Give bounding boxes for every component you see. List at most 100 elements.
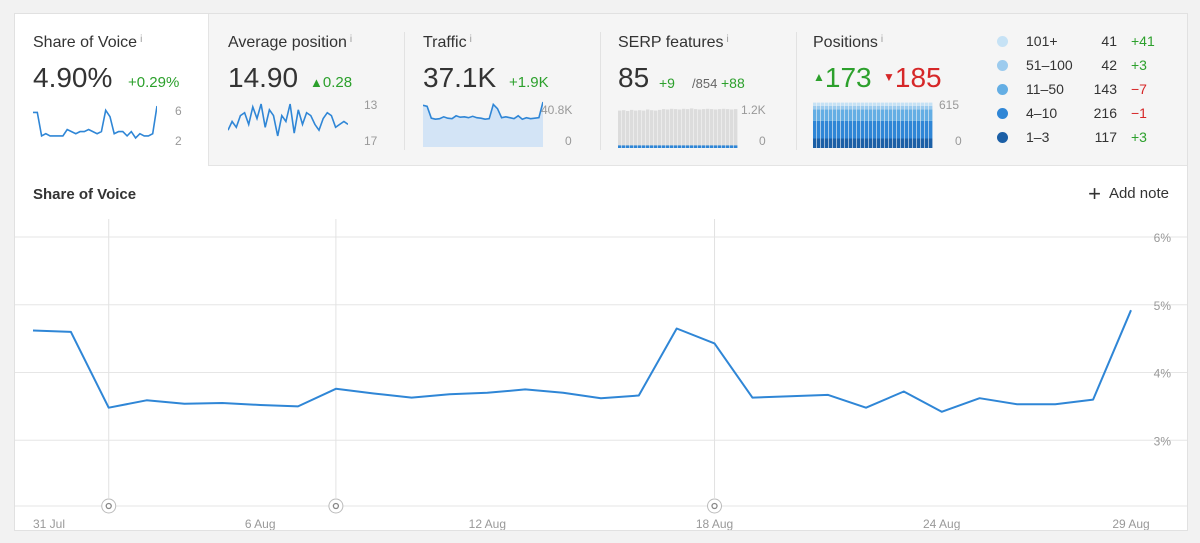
positions-bar-segment [893,138,897,148]
positions-bar-segment [825,109,829,121]
positions-bar-segment [881,109,885,121]
metric-card-share-of-voice[interactable]: Share of Voice i 4.90% +0.29% 6 2 [15,14,208,164]
positions-bar-segment [817,120,821,139]
legend-item[interactable]: 1–3 117 +3 [997,128,1177,152]
add-note-button[interactable]: + Add note [1088,180,1169,206]
positions-bar-segment [833,109,837,121]
x-tick-label: 29 Aug [1112,517,1149,530]
info-icon[interactable]: i [726,34,729,45]
positions-bar-segment [865,109,869,121]
positions-bar-segment [821,138,825,148]
positions-bar-segment [913,120,917,139]
serp-bar [710,109,714,148]
legend-item[interactable]: 51–100 42 +3 [997,56,1177,80]
info-icon[interactable]: i [140,34,143,45]
positions-bar-segment [873,138,877,148]
positions-bar-segment [841,105,845,110]
positions-bar-segment [821,102,825,106]
positions-bar-segment [853,138,857,148]
legend-dot-icon [997,36,1008,47]
serp-owned-bar [702,145,706,148]
annotation-gear-icon[interactable] [101,498,117,514]
x-tick-label: 6 Aug [245,517,276,530]
positions-bar-segment [829,138,833,148]
add-note-label: Add note [1108,185,1169,202]
positions-bar-segment [853,102,857,106]
legend-item[interactable]: 101+ 41 +41 [997,32,1177,56]
y-tick-label: 3% [1154,434,1172,448]
serp-bar [722,108,726,148]
serp-bar [702,109,706,148]
serp-bar [650,110,654,148]
metric-card-positions[interactable]: Positions i ▲173 ▼185 615 0 [797,14,987,164]
legend-item[interactable]: 4–10 216 −1 [997,104,1177,128]
serp-owned-bar [694,145,698,148]
sparkline-line [228,103,348,137]
legend-item[interactable]: 11–50 143 −7 [997,80,1177,104]
positions-bar-segment [869,102,873,106]
positions-bar-segment [917,120,921,139]
serp-owned-bar [682,145,686,148]
bars-max-tick: 615 [939,98,960,112]
positions-bar-segment [881,102,885,106]
metric-title: Average position i [228,34,353,51]
positions-bar-segment [861,109,865,121]
positions-bar-segment [905,109,909,121]
serp-owned-bar [654,145,658,148]
positions-bar-segment [825,120,829,139]
positions-bar-segment [925,120,929,139]
info-icon[interactable]: i [469,34,472,45]
positions-bar-segment [841,109,845,121]
positions-bar-segment [869,138,873,148]
serp-owned-bar [706,145,710,148]
serp-bar [726,109,730,148]
metric-card-serp-features[interactable]: SERP features i 85 +9 /854 +88 1.2K 0 [601,14,796,164]
positions-bar-segment [845,102,849,106]
positions-bar-segment [865,102,869,106]
positions-bar-segment [861,138,865,148]
positions-bar-segment [873,120,877,139]
legend-delta: +41 [1131,33,1155,49]
positions-bar-segment [897,120,901,139]
annotation-gear-icon[interactable] [707,498,723,514]
serp-bar [654,110,658,148]
metric-card-traffic[interactable]: Traffic i 37.1K +1.9K 40.8K 0 [405,14,600,164]
sparkline-max-tick: 40.8K [541,103,573,117]
positions-bar-segment [925,138,929,148]
positions-bar-segment [837,102,841,106]
positions-bar-segment [865,138,869,148]
x-tick-label: 18 Aug [696,517,733,530]
positions-bar-segment [877,105,881,110]
serp-bar [682,108,686,148]
positions-bar-segment [817,102,821,106]
info-icon[interactable]: i [349,34,353,45]
up-arrow-icon: ▲ [310,75,323,90]
positions-up: ▲173 [813,62,872,93]
metric-card-average-position[interactable]: Average position i 14.90 ▲0.28 13 17 [209,14,404,164]
legend-delta: +3 [1131,57,1147,73]
positions-bar-segment [893,120,897,139]
positions-bar-segment [861,120,865,139]
info-icon[interactable]: i [880,34,884,45]
positions-bar-segment [837,105,841,110]
plus-icon: + [1088,180,1101,206]
annotation-gear-icon[interactable] [328,498,344,514]
serp-owned-bar [638,145,642,148]
positions-bar-segment [817,138,821,148]
positions-bar-segment [873,109,877,121]
positions-bar-segment [893,105,897,110]
positions-bar-segment [885,120,889,139]
serp-owned-bar [650,145,654,148]
y-tick-label: 5% [1154,299,1172,313]
positions-bar-segment [889,109,893,121]
metric-total-delta: +88 [721,75,745,91]
positions-bar-segment [845,120,849,139]
positions-bar-segment [889,105,893,110]
positions-bar-segment [817,105,821,110]
legend-label: 101+ [1026,33,1058,49]
positions-bar-segment [817,109,821,121]
positions-bar-segment [901,109,905,121]
legend-count: 143 [1093,81,1117,97]
serp-bar [734,109,738,148]
serp-owned-bar [666,145,670,148]
